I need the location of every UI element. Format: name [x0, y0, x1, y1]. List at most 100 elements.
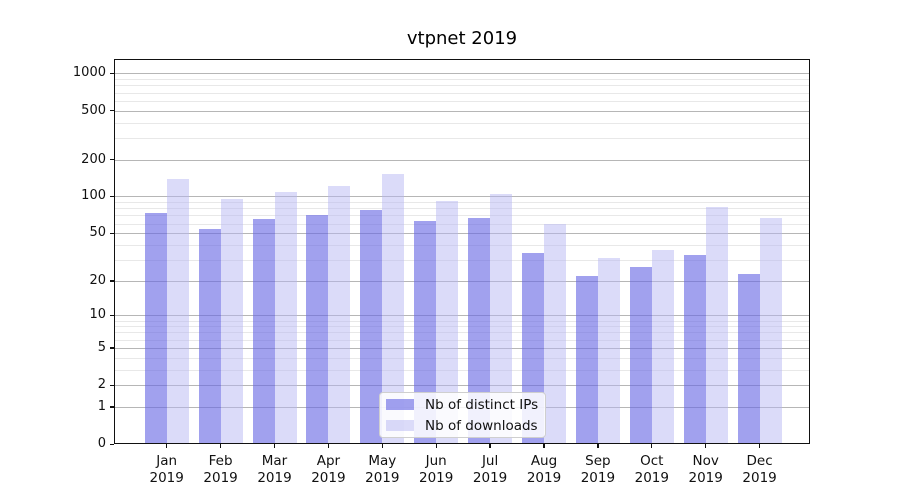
x-tick-mark	[705, 444, 707, 448]
y-axis-tick-label: 1	[97, 398, 106, 414]
gridline-minor	[114, 357, 810, 359]
gridline-minor	[114, 92, 810, 94]
y-tick-mark	[110, 72, 114, 75]
x-tick-mark	[597, 444, 599, 448]
gridline-minor	[114, 223, 810, 225]
bar-distinct-ips	[144, 213, 167, 444]
y-tick-mark	[110, 280, 114, 282]
gridline-minor	[114, 369, 810, 371]
bar-downloads	[328, 185, 351, 444]
bar-distinct-ips	[575, 275, 598, 444]
y-axis-tick-label: 10	[89, 307, 106, 323]
bar-distinct-ips	[629, 267, 652, 444]
gridline-major	[114, 315, 810, 317]
y-tick-mark	[110, 443, 114, 445]
bar-distinct-ips	[360, 209, 383, 444]
x-tick-mark	[758, 444, 761, 448]
bar-distinct-ips	[306, 214, 329, 444]
x-axis-tick-label: Jun 2019	[419, 453, 454, 486]
legend-swatch-distinct-ips	[386, 399, 414, 410]
bar-distinct-ips	[468, 218, 491, 444]
bar-distinct-ips	[683, 254, 706, 444]
bar-downloads	[544, 223, 566, 444]
plot-area	[114, 59, 810, 444]
bar-downloads	[220, 199, 243, 444]
x-tick-mark	[651, 444, 653, 448]
y-tick-mark	[110, 195, 114, 198]
y-tick-mark	[110, 314, 114, 317]
y-tick-mark	[110, 159, 114, 161]
x-tick-mark	[166, 444, 168, 448]
bar-downloads	[759, 218, 782, 444]
y-axis-tick-label: 20	[89, 272, 106, 288]
x-tick-mark	[273, 444, 276, 448]
y-tick-mark	[110, 232, 114, 235]
legend-label-distinct-ips: Nb of distinct IPs	[425, 396, 539, 413]
bar-downloads	[382, 173, 405, 444]
bar-distinct-ips	[737, 273, 760, 444]
gridline-minor	[114, 320, 810, 322]
y-axis-tick-label: 0	[97, 436, 106, 451]
x-axis-tick-label: Sep 2019	[580, 453, 616, 486]
x-tick-mark	[327, 444, 330, 448]
x-axis-tick-label: Aug 2019	[526, 453, 562, 486]
y-axis-tick-label: 2	[97, 377, 106, 393]
gridline-major	[114, 233, 810, 235]
x-axis-tick-label: Nov 2019	[688, 453, 723, 486]
x-axis-tick-label: Jul 2019	[472, 453, 508, 486]
bar-downloads	[705, 207, 728, 444]
x-tick-mark	[381, 444, 383, 448]
gridline-minor	[114, 259, 810, 261]
gridline-minor	[114, 326, 810, 328]
x-axis-tick-label: Dec 2019	[742, 453, 777, 486]
gridline-major	[114, 280, 810, 282]
bar-downloads	[651, 250, 674, 444]
y-axis-tick-label: 200	[81, 151, 106, 167]
gridline-minor	[114, 202, 810, 204]
legend-entry-downloads: Nb of downloads	[386, 418, 545, 434]
y-tick-mark	[110, 347, 114, 349]
y-tick-mark	[110, 110, 114, 112]
x-tick-mark	[219, 444, 222, 448]
x-axis-tick-label: May 2019	[365, 453, 400, 486]
gridline-minor	[114, 332, 810, 334]
bar-downloads	[436, 200, 459, 444]
gridline-major	[114, 385, 810, 387]
gridline-major	[114, 159, 810, 161]
chart-title: vtpnet 2019	[406, 28, 518, 49]
x-axis-tick-label: Mar 2019	[257, 453, 292, 486]
gridline-minor	[114, 339, 810, 341]
x-axis-tick-label: Oct 2019	[634, 453, 669, 486]
legend-swatch-downloads	[386, 420, 414, 431]
gridline-minor	[114, 85, 810, 87]
y-tick-mark	[110, 406, 114, 408]
legend-entry-distinct-ips: Nb of distinct IPs	[386, 397, 545, 413]
y-axis-tick-label: 100	[81, 188, 106, 204]
gridline-minor	[114, 100, 810, 102]
gridline-major	[114, 110, 810, 112]
x-tick-mark	[543, 444, 545, 448]
bar-downloads	[597, 258, 620, 444]
gridline-minor	[114, 208, 810, 210]
bar-distinct-ips	[414, 220, 437, 444]
legend: Nb of distinct IPs Nb of downloads	[379, 392, 546, 438]
y-axis-tick-label: 500	[81, 102, 106, 118]
x-axis-tick-label: Jan 2019	[149, 453, 184, 486]
gridline-minor	[114, 122, 810, 124]
gridline-major	[114, 347, 810, 349]
y-tick-mark	[110, 384, 114, 386]
gridline-minor	[114, 137, 810, 139]
gridline-minor	[114, 244, 810, 246]
bar-distinct-ips	[198, 229, 221, 444]
y-axis-tick-label: 50	[89, 225, 106, 241]
gridline-minor	[114, 215, 810, 217]
bar-downloads	[490, 193, 513, 444]
gridline-major	[114, 196, 810, 198]
bar-distinct-ips	[252, 219, 275, 444]
bar-downloads	[166, 178, 189, 444]
x-tick-mark	[435, 444, 437, 448]
gridline-major	[114, 73, 810, 75]
y-axis-tick-label: 1000	[72, 65, 106, 81]
y-axis-tick-label: 5	[97, 339, 106, 355]
